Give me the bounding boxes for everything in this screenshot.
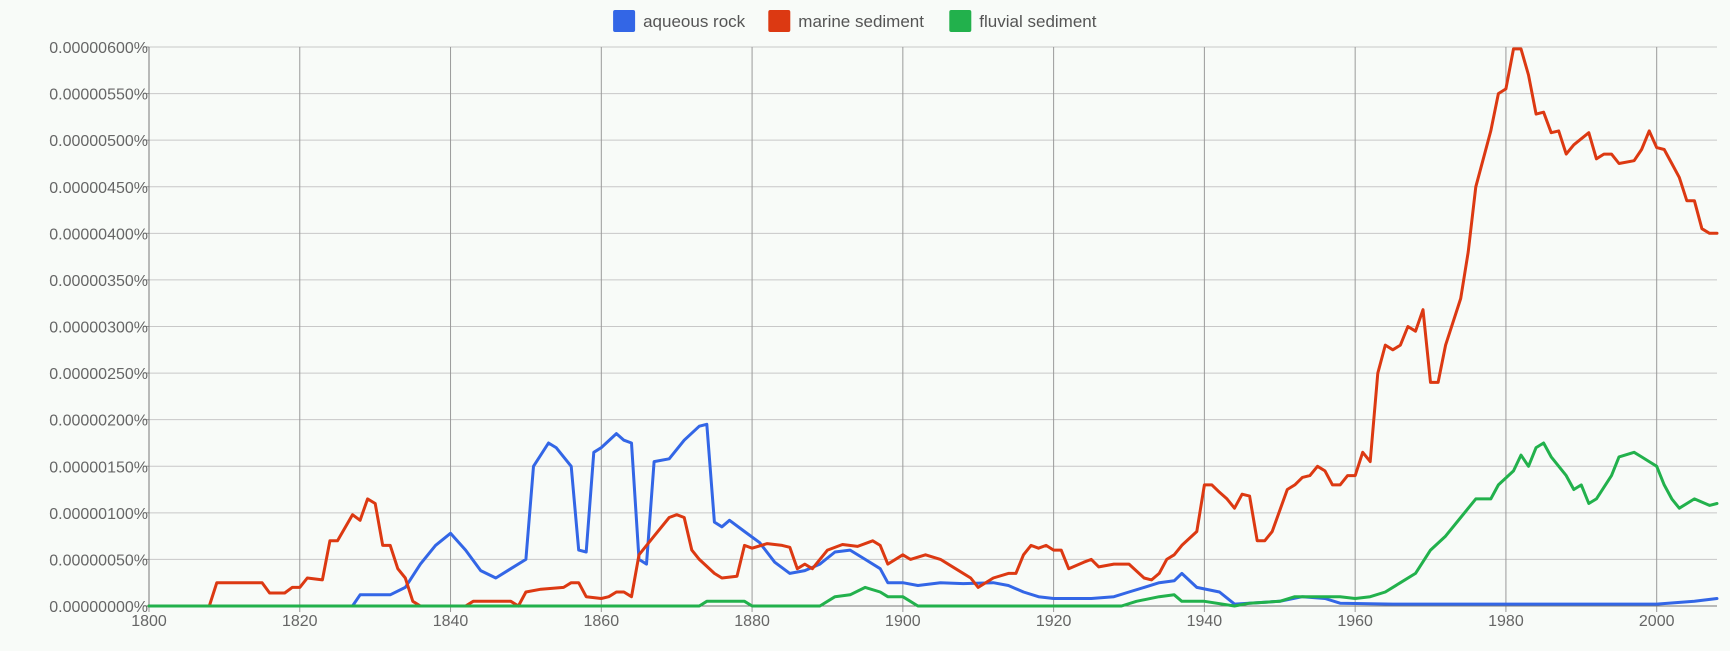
y-tick-label: 0.00000250% — [49, 366, 148, 383]
y-tick-label: 0.00000500% — [49, 133, 148, 150]
y-tick-label: 0.00000100% — [49, 506, 148, 523]
y-tick-label: 0.00000550% — [49, 87, 148, 104]
legend-label-marine-sediment[interactable]: marine sediment — [798, 12, 924, 31]
y-tick-label: 0.00000300% — [49, 320, 148, 337]
x-tick-label: 1800 — [131, 613, 167, 630]
series-line-marine-sediment — [147, 47, 1719, 608]
series-line-aqueous-rock — [147, 422, 1719, 608]
x-tick-label: 1980 — [1488, 613, 1524, 630]
x-tick-label: 2000 — [1639, 613, 1675, 630]
x-tick-label: 1820 — [282, 613, 318, 630]
y-tick-label: 0.00000200% — [49, 413, 148, 430]
x-tick-label: 1920 — [1036, 613, 1072, 630]
y-tick-label: 0.00000000% — [49, 599, 148, 616]
x-tick-label: 1960 — [1337, 613, 1373, 630]
legend-swatch-marine-sediment[interactable] — [768, 10, 791, 32]
y-tick-label: 0.00000400% — [49, 226, 148, 243]
y-tick-label: 0.00000350% — [49, 273, 148, 290]
x-tick-label: 1940 — [1187, 613, 1223, 630]
series-line-fluvial-sediment — [147, 441, 1719, 608]
y-tick-label: 0.00000450% — [49, 180, 148, 197]
y-tick-label: 0.00000150% — [49, 459, 148, 476]
legend-label-aqueous-rock[interactable]: aqueous rock — [643, 12, 746, 31]
y-tick-label: 0.00000600% — [49, 40, 148, 57]
y-tick-label: 0.00000050% — [49, 552, 148, 569]
legend-swatch-fluvial-sediment[interactable] — [949, 10, 972, 32]
x-tick-label: 1900 — [885, 613, 921, 630]
x-tick-label: 1880 — [734, 613, 770, 630]
legend-label-fluvial-sediment[interactable]: fluvial sediment — [979, 12, 1096, 31]
x-tick-label: 1840 — [433, 613, 469, 630]
legend-swatch-aqueous-rock[interactable] — [613, 10, 636, 32]
x-tick-label: 1860 — [584, 613, 620, 630]
